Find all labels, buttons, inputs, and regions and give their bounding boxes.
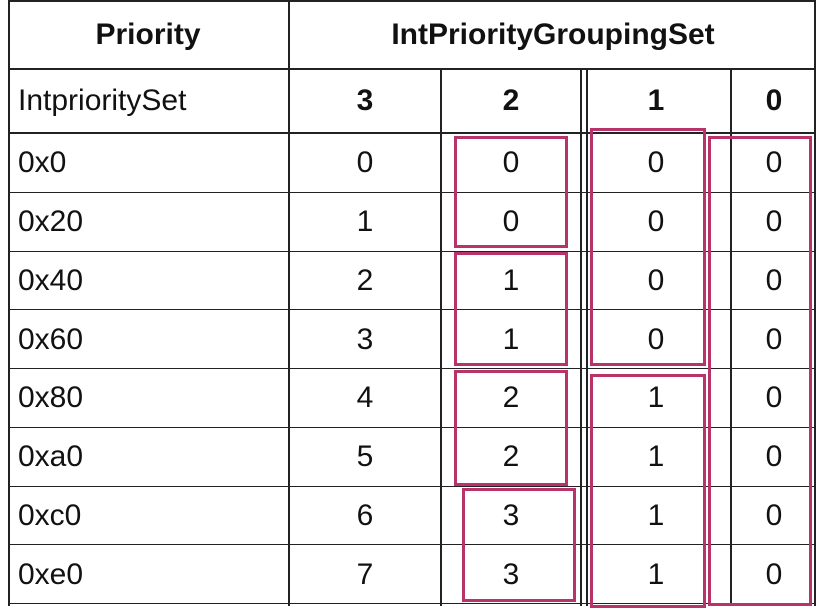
- grid-vline: [288, 0, 290, 606]
- row-group-value: 0: [765, 146, 783, 180]
- row-group-value: 0: [765, 381, 783, 415]
- grid-hline: [8, 192, 816, 193]
- row-group-value: 0: [765, 440, 783, 474]
- row-priority-value: 0x0: [18, 146, 67, 180]
- grid-hline: [8, 603, 816, 604]
- header-group-3: 3: [356, 84, 374, 117]
- row-group-value: 0: [647, 205, 665, 239]
- row-group-value: 2: [502, 440, 520, 474]
- grid-hline: [8, 368, 816, 369]
- row-priority-value: 0xa0: [18, 440, 84, 474]
- row-priority-value: 0x40: [18, 263, 84, 297]
- row-group-value: 3: [356, 322, 374, 356]
- priority-group-box: [454, 252, 568, 366]
- row-group-value: 0: [765, 498, 783, 532]
- row-group-value: 1: [647, 498, 665, 532]
- row-priority-value: 0x20: [18, 205, 84, 239]
- row-priority-value: 0xe0: [18, 557, 84, 591]
- row-group-value: 0: [765, 263, 783, 297]
- grid-hline: [8, 132, 816, 134]
- grid-hline: [8, 309, 816, 310]
- header-intpriorityset: IntprioritySet: [18, 84, 187, 117]
- row-group-value: 3: [502, 557, 520, 591]
- grid-vline: [440, 68, 442, 606]
- grid-vline: [580, 68, 582, 606]
- row-priority-value: 0x80: [18, 381, 84, 415]
- row-group-value: 1: [647, 557, 665, 591]
- row-group-value: 0: [765, 322, 783, 356]
- priority-group-box: [708, 136, 812, 606]
- grid-vline: [8, 0, 10, 606]
- grid-hline: [8, 251, 816, 252]
- grid-hline: [8, 486, 816, 487]
- header-group-1: 1: [647, 84, 665, 117]
- row-priority-value: 0xc0: [18, 498, 82, 532]
- row-group-value: 1: [647, 440, 665, 474]
- row-group-value: 1: [502, 322, 520, 356]
- grid-vline: [586, 68, 588, 606]
- row-group-value: 2: [356, 263, 374, 297]
- row-group-value: 0: [647, 263, 665, 297]
- grid-vline: [814, 0, 816, 606]
- row-group-value: 1: [356, 205, 374, 239]
- row-group-value: 0: [647, 146, 665, 180]
- row-group-value: 1: [502, 263, 520, 297]
- row-group-value: 0: [502, 205, 520, 239]
- row-group-value: 3: [502, 498, 520, 532]
- row-group-value: 2: [502, 381, 520, 415]
- grid-hline: [8, 0, 816, 2]
- row-group-value: 0: [502, 146, 520, 180]
- priority-group-box: [454, 370, 568, 486]
- header-group-2: 2: [502, 84, 520, 117]
- row-priority-value: 0x60: [18, 322, 84, 356]
- priority-group-box: [590, 374, 706, 608]
- priority-group-box: [454, 136, 568, 248]
- grid-hline: [8, 544, 816, 545]
- row-group-value: 7: [356, 557, 374, 591]
- header-grouping: IntPriorityGroupingSet: [391, 18, 715, 51]
- row-group-value: 5: [356, 440, 374, 474]
- header-priority: Priority: [95, 18, 201, 51]
- grid-hline: [8, 68, 816, 70]
- priority-group-box: [462, 488, 576, 602]
- row-group-value: 0: [765, 205, 783, 239]
- row-group-value: 6: [356, 498, 374, 532]
- row-group-value: 1: [647, 381, 665, 415]
- row-group-value: 4: [356, 381, 374, 415]
- grid-hline: [8, 427, 816, 428]
- row-group-value: 0: [356, 146, 374, 180]
- header-group-0: 0: [765, 84, 783, 117]
- grid-vline: [730, 68, 732, 606]
- row-group-value: 0: [765, 557, 783, 591]
- row-group-value: 0: [647, 322, 665, 356]
- priority-group-box: [590, 128, 706, 366]
- priority-grouping-table: Priority IntPriorityGroupingSet Intprior…: [8, 0, 816, 608]
